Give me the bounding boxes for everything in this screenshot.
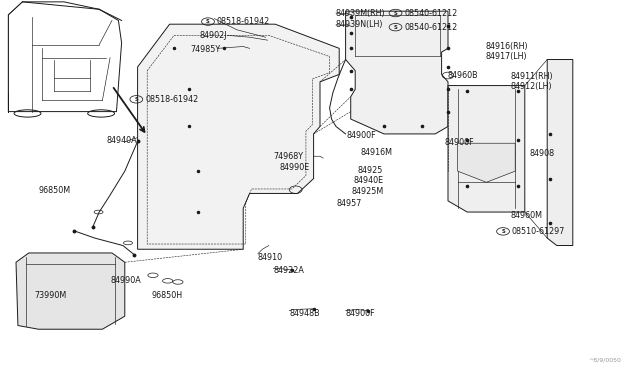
- Text: 73990M: 73990M: [34, 291, 66, 300]
- Text: 84925M: 84925M: [352, 187, 384, 196]
- Text: 74968Y: 74968Y: [273, 153, 303, 161]
- Text: 08540-61212: 08540-61212: [404, 9, 458, 17]
- Text: 84925: 84925: [357, 166, 383, 175]
- Text: 84910: 84910: [258, 253, 283, 262]
- Text: 08518-61942: 08518-61942: [145, 95, 198, 104]
- Text: 84990E: 84990E: [280, 163, 310, 171]
- Polygon shape: [138, 24, 339, 249]
- Polygon shape: [16, 253, 125, 329]
- Text: 84912(LH): 84912(LH): [510, 82, 552, 91]
- Text: 84922A: 84922A: [273, 266, 304, 275]
- Text: 84990A: 84990A: [110, 276, 141, 285]
- Text: 84940A: 84940A: [107, 136, 138, 145]
- Text: 74985Y: 74985Y: [191, 45, 221, 54]
- Text: 84917(LH): 84917(LH): [485, 52, 527, 61]
- Text: 84908: 84908: [529, 149, 554, 158]
- Text: 84957: 84957: [337, 199, 362, 208]
- Text: 08510-61297: 08510-61297: [512, 227, 565, 236]
- Text: 08540-61212: 08540-61212: [404, 23, 458, 32]
- Text: 96850M: 96850M: [38, 186, 70, 195]
- Text: ^8/9/0050: ^8/9/0050: [588, 358, 621, 363]
- Text: 84960M: 84960M: [510, 211, 542, 219]
- Text: S: S: [134, 97, 138, 102]
- Text: 84916(RH): 84916(RH): [485, 42, 528, 51]
- Text: S: S: [501, 229, 505, 234]
- Polygon shape: [458, 143, 515, 182]
- Text: 84939M(RH): 84939M(RH): [336, 9, 386, 17]
- Text: 84900F: 84900F: [347, 131, 376, 140]
- Text: 84960B: 84960B: [448, 71, 479, 80]
- Text: 96850H: 96850H: [152, 291, 183, 300]
- Text: S: S: [206, 19, 210, 24]
- Text: 84916M: 84916M: [361, 148, 393, 157]
- Text: 84939N(LH): 84939N(LH): [336, 20, 383, 29]
- Text: 08518-61942: 08518-61942: [217, 17, 270, 26]
- Polygon shape: [346, 11, 448, 134]
- Text: S: S: [394, 10, 397, 16]
- Polygon shape: [547, 60, 573, 246]
- Text: 84940E: 84940E: [354, 176, 384, 185]
- Polygon shape: [448, 86, 525, 212]
- Text: 84902J: 84902J: [200, 31, 227, 40]
- Text: 84911(RH): 84911(RH): [510, 72, 553, 81]
- Text: 84900F: 84900F: [445, 138, 474, 147]
- Text: S: S: [394, 25, 397, 30]
- Text: 84948B: 84948B: [289, 309, 320, 318]
- Text: 84900F: 84900F: [346, 309, 375, 318]
